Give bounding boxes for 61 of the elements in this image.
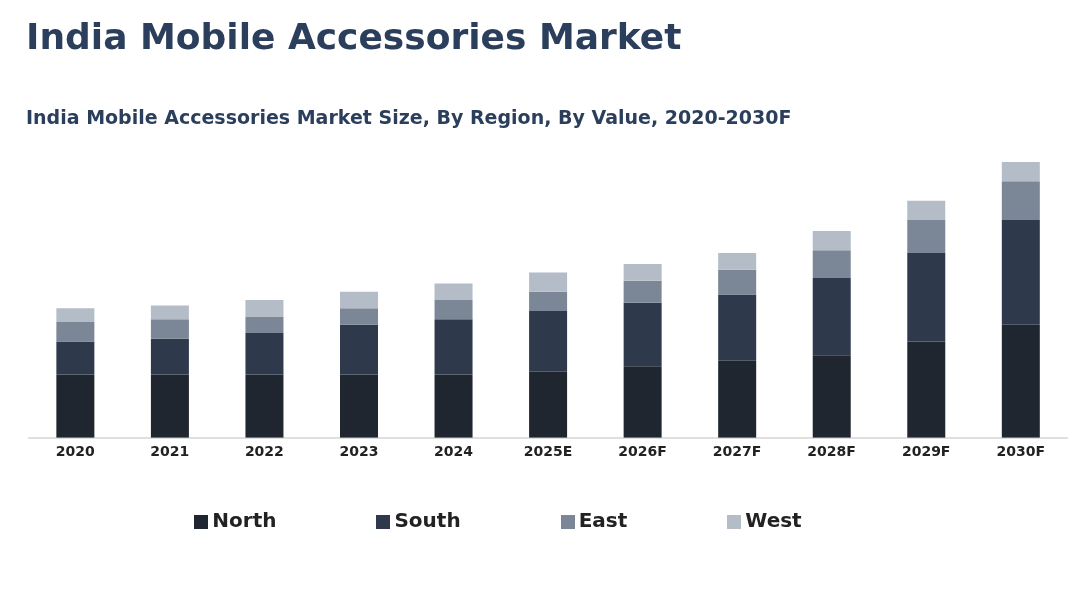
bar bbox=[150, 374, 189, 438]
bar bbox=[529, 371, 568, 438]
legend-label: South bbox=[394, 508, 461, 532]
bar bbox=[434, 374, 473, 438]
bar bbox=[56, 374, 95, 438]
bar bbox=[340, 308, 378, 325]
bar bbox=[56, 308, 95, 323]
bar bbox=[150, 338, 189, 375]
x-tick-label: 2026F bbox=[618, 442, 667, 459]
bar bbox=[1001, 324, 1040, 438]
bar bbox=[718, 253, 757, 270]
bar bbox=[434, 300, 473, 320]
bar bbox=[245, 374, 284, 438]
bar bbox=[623, 264, 662, 281]
legend-label: North bbox=[212, 508, 277, 532]
bar bbox=[718, 360, 757, 438]
bar bbox=[529, 272, 568, 292]
bar bbox=[718, 294, 757, 361]
bar bbox=[245, 316, 284, 334]
bar bbox=[1001, 181, 1040, 220]
x-tick-label: 2022 bbox=[244, 442, 284, 459]
bar bbox=[529, 291, 568, 312]
bar bbox=[623, 302, 662, 367]
x-tick-label: 2028F bbox=[807, 442, 856, 459]
x-tick-label: 2021 bbox=[150, 442, 190, 459]
bar bbox=[623, 280, 662, 303]
bar bbox=[1001, 219, 1040, 325]
bar bbox=[812, 277, 851, 356]
x-tick-label: 2023 bbox=[339, 442, 379, 459]
bar bbox=[434, 319, 473, 375]
bar bbox=[907, 341, 946, 438]
chart-subtitle: India Mobile Accessories Market Size, By Region, By Value, 2020-2030F bbox=[25, 105, 793, 130]
x-tick-label: 2025E bbox=[523, 442, 573, 459]
legend-label: West bbox=[745, 508, 802, 532]
bar bbox=[529, 311, 568, 372]
legend-label: East bbox=[578, 508, 628, 532]
bar bbox=[907, 219, 946, 254]
bar bbox=[434, 283, 473, 300]
chart-title: India Mobile Accessories Market bbox=[25, 15, 683, 59]
bar bbox=[907, 200, 946, 220]
bar bbox=[340, 374, 378, 438]
bar bbox=[812, 250, 851, 278]
x-tick-label: 2020 bbox=[55, 442, 96, 459]
bar bbox=[150, 319, 189, 339]
bar bbox=[245, 333, 284, 375]
x-tick-label: 2024 bbox=[433, 442, 474, 459]
bar bbox=[150, 305, 189, 320]
x-tick-label: 2029F bbox=[901, 442, 951, 459]
x-tick-label: 2027F bbox=[712, 442, 762, 459]
bar bbox=[812, 355, 851, 438]
bar bbox=[340, 291, 378, 309]
bar bbox=[56, 341, 95, 375]
bar bbox=[245, 300, 284, 317]
bar bbox=[907, 253, 946, 342]
bar bbox=[623, 366, 662, 438]
bar bbox=[56, 322, 95, 342]
bar bbox=[1001, 162, 1040, 182]
bar bbox=[812, 231, 851, 251]
bar bbox=[340, 324, 378, 375]
bar bbox=[718, 269, 757, 295]
x-tick-label: 2030F bbox=[996, 442, 1045, 459]
